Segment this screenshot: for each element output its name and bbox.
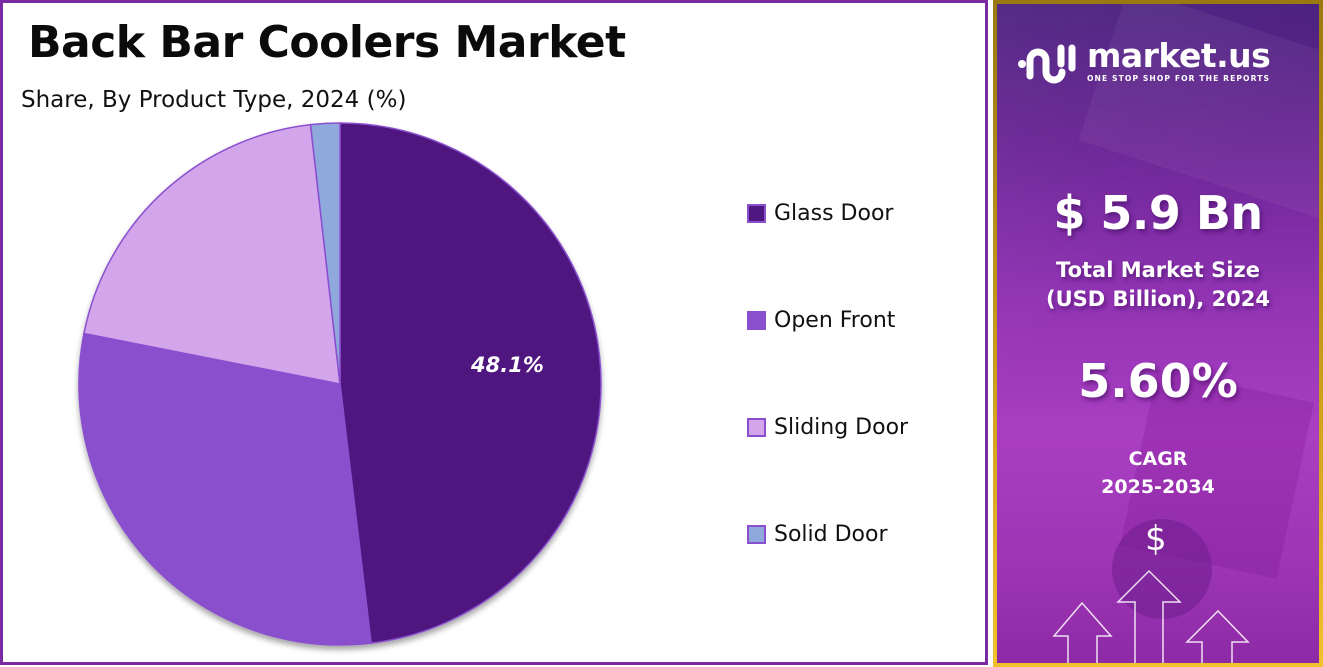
- legend-label: Open Front: [774, 308, 896, 333]
- brand-tagline: ONE STOP SHOP FOR THE REPORTS: [1087, 74, 1271, 83]
- cagr-value: 5.60%: [1078, 354, 1238, 408]
- legend-swatch-open-front: [747, 311, 766, 330]
- pie-slice-glass-door: [339, 122, 602, 644]
- pie-svg: [78, 122, 602, 646]
- market-size-label-line1: Total Market Size: [1056, 258, 1260, 282]
- cagr-label-line2: 2025-2034: [1101, 476, 1215, 498]
- market-size-label-line2: (USD Billion), 2024: [1045, 287, 1271, 311]
- brand-name: market.us: [1087, 36, 1271, 75]
- pie-chart: 48.1%: [63, 113, 623, 658]
- legend-label: Sliding Door: [774, 415, 909, 440]
- cagr-label: CAGR 2025-2034: [997, 445, 1319, 501]
- legend-swatch-solid-door: [747, 525, 766, 544]
- summary-panel: market.us ONE STOP SHOP FOR THE REPORTS …: [993, 0, 1323, 667]
- cagr-label-line1: CAGR: [1128, 448, 1188, 470]
- legend-label: Glass Door: [774, 201, 894, 226]
- market-us-logo-icon: [1018, 44, 1076, 84]
- legend-swatch-sliding-door: [747, 418, 766, 437]
- brand-logo: market.us ONE STOP SHOP FOR THE REPORTS: [1017, 36, 1271, 88]
- pie-slice-open-front: [78, 332, 372, 646]
- legend-swatch-glass-door: [747, 204, 766, 223]
- market-size-label: Total Market Size (USD Billion), 2024: [997, 256, 1319, 314]
- legend-item-solid-door: Solid Door: [747, 522, 888, 547]
- chart-subtitle: Share, By Product Type, 2024 (%): [21, 87, 407, 113]
- growth-arrows-icon: [1052, 569, 1250, 663]
- glass-door-percent-label: 48.1%: [471, 353, 544, 377]
- legend-item-sliding-door: Sliding Door: [747, 415, 908, 440]
- chart-panel: Back Bar Coolers Market Share, By Produc…: [0, 0, 988, 665]
- legend-item-open-front: Open Front: [747, 308, 895, 333]
- dollar-icon: $: [1145, 519, 1167, 559]
- legend-item-glass-door: Glass Door: [747, 201, 893, 226]
- pie-slice-sliding-door: [83, 123, 341, 385]
- legend-label: Solid Door: [774, 522, 888, 547]
- chart-title: Back Bar Coolers Market: [28, 17, 626, 68]
- market-size-value: $ 5.9 Bn: [1053, 186, 1263, 240]
- pie-slice-solid-door: [309, 122, 341, 385]
